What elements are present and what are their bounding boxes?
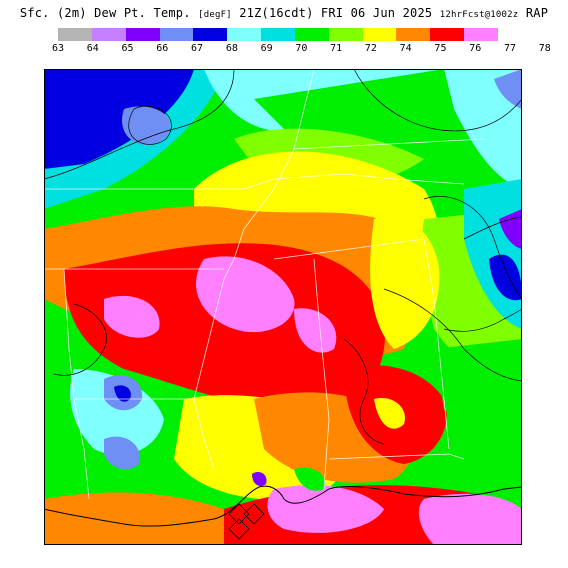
shade-76-west: [104, 295, 160, 338]
state-borders: [44, 69, 485, 500]
shade-66-northeast: [494, 69, 522, 109]
shade-72-east: [370, 216, 440, 349]
shade-coast-70: [294, 467, 325, 491]
shade-76-mid: [294, 308, 337, 353]
color-legend: 63 64 65 66 67 68 69 70 71 72 74 75 76 77 78: [52, 28, 551, 57]
shade-66-south: [104, 436, 140, 470]
dewpoint-map: [44, 69, 522, 545]
legend-swatch: [91, 28, 126, 41]
legend-label: 66: [156, 43, 169, 54]
border-tn-south: [273, 238, 425, 260]
shade-67-east: [489, 254, 522, 301]
legend-label: 68: [225, 43, 238, 54]
border-mississippi-river: [193, 69, 315, 470]
title-valid: 21Z(16cdt) FRI 06 Jun 2025: [239, 6, 433, 20]
legend-labels: 63 64 65 66 67 68 69 70 71 72 74 75 76 77 78: [52, 43, 551, 57]
contour-5: [383, 288, 522, 382]
legend-label: 76: [469, 43, 482, 54]
legend-swatch: [125, 28, 160, 41]
legend-swatch: [159, 28, 194, 41]
legend-swatch: [328, 28, 363, 41]
legend-label: 64: [86, 43, 99, 54]
legend-label: 63: [51, 43, 65, 54]
shade-gulf-76: [267, 485, 384, 533]
title-model: RAP: [525, 6, 549, 20]
legend-swatch: [396, 28, 431, 41]
legend-label: 70: [295, 43, 308, 54]
border-ms-al: [313, 258, 330, 490]
legend-swatch: [193, 28, 228, 41]
legend-label: 72: [364, 43, 377, 54]
shade-66-east: [499, 209, 522, 249]
shade-66-northwest: [122, 106, 171, 145]
border-fl-panhandle: [328, 453, 465, 460]
legend-swatch: [294, 28, 329, 41]
contour-8: [463, 216, 522, 240]
dewpoint-contours: [44, 69, 522, 445]
legend-swatches: [58, 28, 510, 41]
contour-7: [343, 338, 385, 445]
legend-label: 75: [434, 43, 447, 54]
contour-3: [353, 69, 522, 132]
contour-2: [128, 105, 172, 145]
map-canvas: [44, 69, 522, 545]
border-north-east: [273, 173, 465, 185]
legend-swatch: [464, 28, 498, 41]
legend-label: 71: [330, 43, 343, 54]
contour-4: [423, 196, 522, 300]
chart-title: Sfc. (2m) Dew Pt. Temp. [degF] 21Z(16cdt…: [0, 6, 568, 20]
contour-6: [53, 303, 107, 376]
coastline-islands: [228, 503, 265, 540]
shade-72-southeast: [374, 398, 405, 429]
legend-label: 74: [399, 43, 412, 54]
map-frame: [44, 69, 522, 545]
legend-swatch: [430, 28, 465, 41]
shade-75-center: [64, 243, 385, 411]
legend-label: 65: [121, 43, 134, 54]
shade-70-southeast: [434, 339, 522, 433]
legend-label: 78: [538, 43, 551, 54]
shade-67-southwest: [114, 385, 131, 402]
shade-67-northwest: [44, 69, 194, 169]
legend-swatch: [261, 28, 295, 41]
legend-swatch: [58, 28, 92, 41]
border-north: [44, 178, 275, 190]
border-al-ga: [423, 238, 450, 450]
legend-label: 69: [260, 43, 273, 54]
contour-9: [443, 308, 522, 332]
shade-gulf-74: [44, 492, 224, 545]
coastline: [44, 485, 522, 527]
legend-swatch: [227, 28, 262, 41]
shade-coast-66: [252, 472, 267, 486]
shade-76-center: [195, 256, 295, 333]
shade-gulf-76-east: [418, 493, 522, 545]
contour-1: [44, 69, 235, 180]
legend-label: 67: [191, 43, 204, 54]
border-tn-ky: [293, 138, 485, 150]
legend-swatch: [362, 28, 397, 41]
title-run: 12hrFcst@1002z: [439, 10, 519, 20]
title-main: Sfc. (2m) Dew Pt. Temp.: [19, 6, 191, 20]
shade-68-northeast: [444, 69, 522, 189]
title-units: [degF]: [198, 10, 232, 20]
legend-label: 77: [503, 43, 517, 54]
